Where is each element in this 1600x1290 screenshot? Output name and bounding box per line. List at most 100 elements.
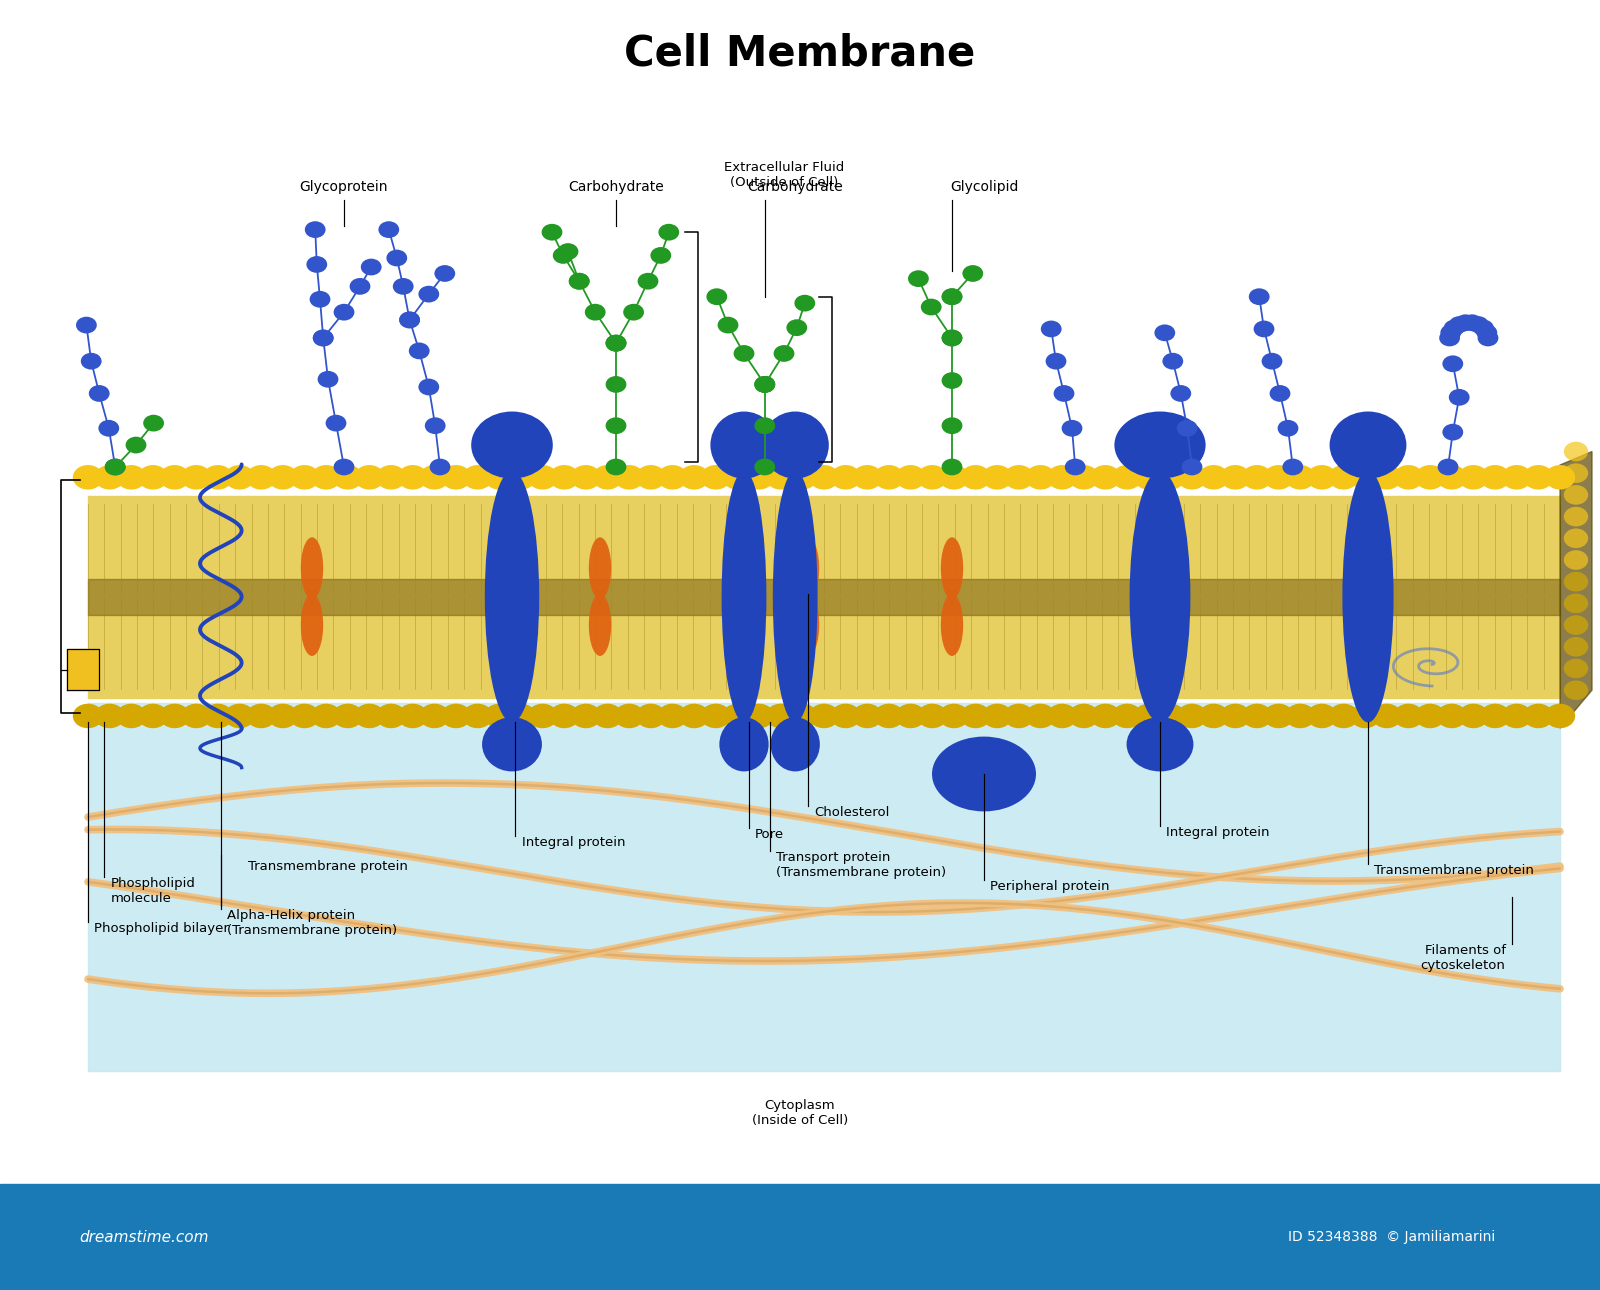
Circle shape bbox=[94, 704, 125, 728]
Polygon shape bbox=[1560, 451, 1592, 728]
Circle shape bbox=[203, 464, 234, 489]
Circle shape bbox=[419, 704, 450, 728]
Circle shape bbox=[1414, 464, 1445, 489]
Circle shape bbox=[1277, 421, 1299, 436]
Circle shape bbox=[333, 464, 363, 489]
Circle shape bbox=[808, 704, 840, 728]
Circle shape bbox=[1003, 704, 1034, 728]
Text: Transmembrane protein: Transmembrane protein bbox=[1374, 864, 1534, 877]
Circle shape bbox=[917, 704, 947, 728]
Circle shape bbox=[506, 704, 536, 728]
Circle shape bbox=[1003, 464, 1034, 489]
Circle shape bbox=[614, 704, 645, 728]
Ellipse shape bbox=[1149, 537, 1171, 599]
Ellipse shape bbox=[1130, 471, 1190, 722]
Circle shape bbox=[485, 464, 515, 489]
Circle shape bbox=[1112, 704, 1142, 728]
Bar bbox=[88, 495, 1560, 698]
Bar bbox=[0, 1184, 1600, 1290]
Ellipse shape bbox=[589, 593, 611, 657]
Circle shape bbox=[1176, 704, 1208, 728]
Circle shape bbox=[117, 464, 147, 489]
Circle shape bbox=[334, 303, 355, 320]
Circle shape bbox=[1563, 659, 1589, 679]
Text: Integral protein: Integral protein bbox=[522, 836, 626, 849]
Circle shape bbox=[722, 704, 752, 728]
Ellipse shape bbox=[1126, 717, 1194, 771]
Circle shape bbox=[1242, 464, 1272, 489]
Circle shape bbox=[1198, 704, 1229, 728]
Ellipse shape bbox=[941, 537, 963, 599]
Circle shape bbox=[765, 464, 795, 489]
Circle shape bbox=[939, 464, 970, 489]
Circle shape bbox=[1026, 704, 1056, 728]
Circle shape bbox=[744, 704, 774, 728]
Circle shape bbox=[144, 414, 165, 431]
Circle shape bbox=[963, 264, 982, 281]
Circle shape bbox=[1443, 423, 1464, 441]
Circle shape bbox=[138, 704, 168, 728]
Circle shape bbox=[960, 704, 990, 728]
Circle shape bbox=[794, 295, 814, 311]
Circle shape bbox=[592, 464, 622, 489]
Circle shape bbox=[246, 464, 277, 489]
Circle shape bbox=[462, 704, 493, 728]
Circle shape bbox=[1563, 550, 1589, 570]
Circle shape bbox=[1069, 464, 1099, 489]
Circle shape bbox=[1053, 384, 1075, 402]
Circle shape bbox=[1563, 463, 1589, 482]
Circle shape bbox=[1437, 704, 1467, 728]
Circle shape bbox=[410, 342, 429, 359]
Circle shape bbox=[1112, 464, 1142, 489]
Circle shape bbox=[426, 418, 445, 433]
Circle shape bbox=[658, 704, 688, 728]
Circle shape bbox=[755, 377, 774, 393]
Circle shape bbox=[941, 330, 963, 347]
Circle shape bbox=[1546, 464, 1574, 489]
Circle shape bbox=[1477, 324, 1498, 341]
Circle shape bbox=[1414, 704, 1445, 728]
Circle shape bbox=[787, 319, 806, 335]
Text: Cholesterol: Cholesterol bbox=[814, 806, 890, 819]
Circle shape bbox=[333, 704, 363, 728]
Ellipse shape bbox=[773, 471, 818, 722]
Circle shape bbox=[419, 464, 450, 489]
Circle shape bbox=[1480, 464, 1510, 489]
Circle shape bbox=[1458, 704, 1488, 728]
Circle shape bbox=[1474, 320, 1494, 337]
Ellipse shape bbox=[797, 593, 819, 657]
Circle shape bbox=[314, 330, 334, 347]
Circle shape bbox=[1285, 704, 1315, 728]
Ellipse shape bbox=[941, 593, 963, 657]
Text: Carbohydrate: Carbohydrate bbox=[568, 179, 664, 193]
Circle shape bbox=[90, 384, 110, 402]
Text: Phospholipid
molecule: Phospholipid molecule bbox=[110, 877, 195, 906]
Circle shape bbox=[1563, 507, 1589, 526]
Circle shape bbox=[1523, 704, 1554, 728]
Circle shape bbox=[267, 704, 298, 728]
Circle shape bbox=[941, 288, 963, 304]
Circle shape bbox=[310, 704, 341, 728]
Text: Cell Membrane: Cell Membrane bbox=[624, 32, 976, 75]
Circle shape bbox=[485, 704, 515, 728]
Circle shape bbox=[430, 459, 451, 476]
Circle shape bbox=[1162, 353, 1184, 370]
Circle shape bbox=[1563, 593, 1589, 613]
Text: Cytoplasm
(Inside of Cell): Cytoplasm (Inside of Cell) bbox=[752, 1099, 848, 1127]
Circle shape bbox=[605, 418, 627, 433]
Circle shape bbox=[941, 330, 963, 347]
Text: Filaments of
cytoskeleton: Filaments of cytoskeleton bbox=[1421, 944, 1506, 973]
Circle shape bbox=[605, 377, 627, 393]
Circle shape bbox=[830, 704, 861, 728]
Circle shape bbox=[1133, 464, 1163, 489]
Circle shape bbox=[1437, 459, 1459, 476]
Circle shape bbox=[290, 464, 320, 489]
Circle shape bbox=[310, 464, 341, 489]
Circle shape bbox=[400, 311, 419, 328]
Circle shape bbox=[922, 299, 941, 315]
Circle shape bbox=[362, 258, 382, 276]
Circle shape bbox=[419, 379, 438, 396]
Circle shape bbox=[733, 344, 755, 362]
Circle shape bbox=[1254, 321, 1275, 338]
Circle shape bbox=[326, 414, 346, 431]
